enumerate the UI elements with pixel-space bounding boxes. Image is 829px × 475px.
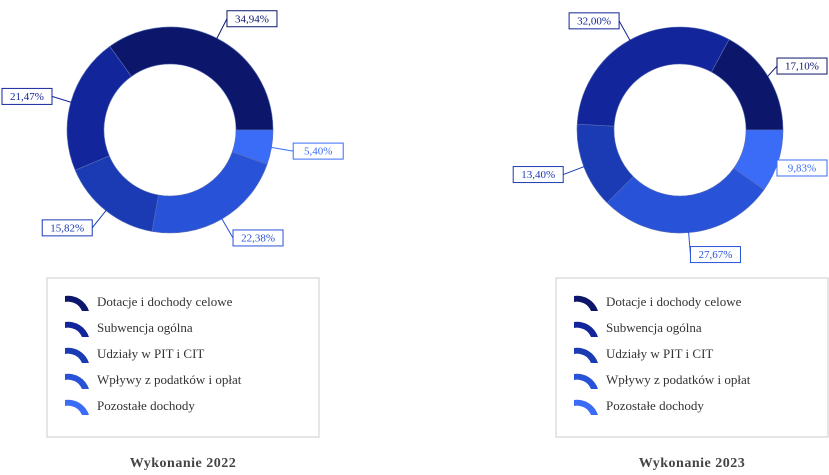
label-box — [568, 12, 620, 30]
legend-icon — [65, 399, 89, 415]
legend-icon — [574, 347, 598, 363]
legend-label: Pozostałe dochody — [606, 398, 704, 413]
value-label: 22,38% — [241, 232, 275, 244]
label-leader — [618, 20, 633, 44]
chart-title: Wykonanie 2023 — [639, 456, 745, 471]
label-leader — [214, 18, 228, 43]
label-box — [232, 229, 284, 247]
legend-box — [555, 277, 829, 438]
label-leader — [91, 207, 109, 229]
label-box — [689, 246, 741, 264]
legend-icon — [65, 373, 89, 389]
value-label: 21,47% — [10, 91, 44, 103]
donut-slice — [711, 39, 784, 131]
label-box — [41, 219, 93, 237]
value-label: 27,67% — [699, 249, 733, 261]
legend-label: Subwencja ogólna — [97, 320, 193, 335]
legend-icon — [65, 295, 89, 311]
value-label: 17,10% — [785, 61, 819, 73]
value-label: 15,82% — [50, 222, 84, 234]
label-leader — [219, 215, 234, 239]
legend-icon — [574, 399, 598, 415]
legend-label: Udziały w PIT i CIT — [606, 346, 713, 361]
value-label: 32,00% — [577, 15, 611, 27]
legend-icon — [574, 295, 598, 311]
label-leader — [267, 146, 294, 152]
value-label: 34,94% — [235, 13, 269, 25]
label-box — [776, 159, 828, 177]
label-box — [292, 142, 344, 160]
label-box — [776, 57, 828, 75]
legend-label: Pozostałe dochody — [97, 398, 195, 413]
value-label: 13,40% — [521, 169, 555, 181]
label-leader — [764, 65, 778, 80]
value-label: 9,83% — [788, 163, 816, 175]
legend-icon — [574, 321, 598, 337]
value-label: 5,40% — [304, 146, 332, 158]
chart-title: Wykonanie 2022 — [130, 456, 236, 471]
donut-slice — [606, 167, 765, 234]
legend-label: Udziały w PIT i CIT — [97, 346, 204, 361]
donut-slice — [66, 46, 132, 171]
legend-icon — [65, 347, 89, 363]
legend-label: Wpływy z podatków i opłat — [97, 372, 242, 387]
label-leader — [51, 95, 75, 104]
legend-label: Dotacje i dochody celowe — [97, 294, 233, 309]
legend-label: Dotacje i dochody celowe — [606, 294, 742, 309]
label-box — [1, 87, 53, 105]
legend-icon — [574, 373, 598, 389]
label-leader — [563, 164, 588, 176]
donut-slice — [151, 151, 268, 234]
label-box — [226, 10, 278, 28]
donut-slice — [733, 129, 784, 191]
donut-slice — [109, 26, 274, 131]
legend-label: Wpływy z podatków i opłat — [606, 372, 751, 387]
legend-icon — [65, 321, 89, 337]
donut-slice — [231, 129, 274, 165]
legend-box — [46, 277, 320, 438]
legend-label: Subwencja ogólna — [606, 320, 702, 335]
donut-slice — [576, 26, 730, 127]
label-box — [512, 166, 564, 184]
